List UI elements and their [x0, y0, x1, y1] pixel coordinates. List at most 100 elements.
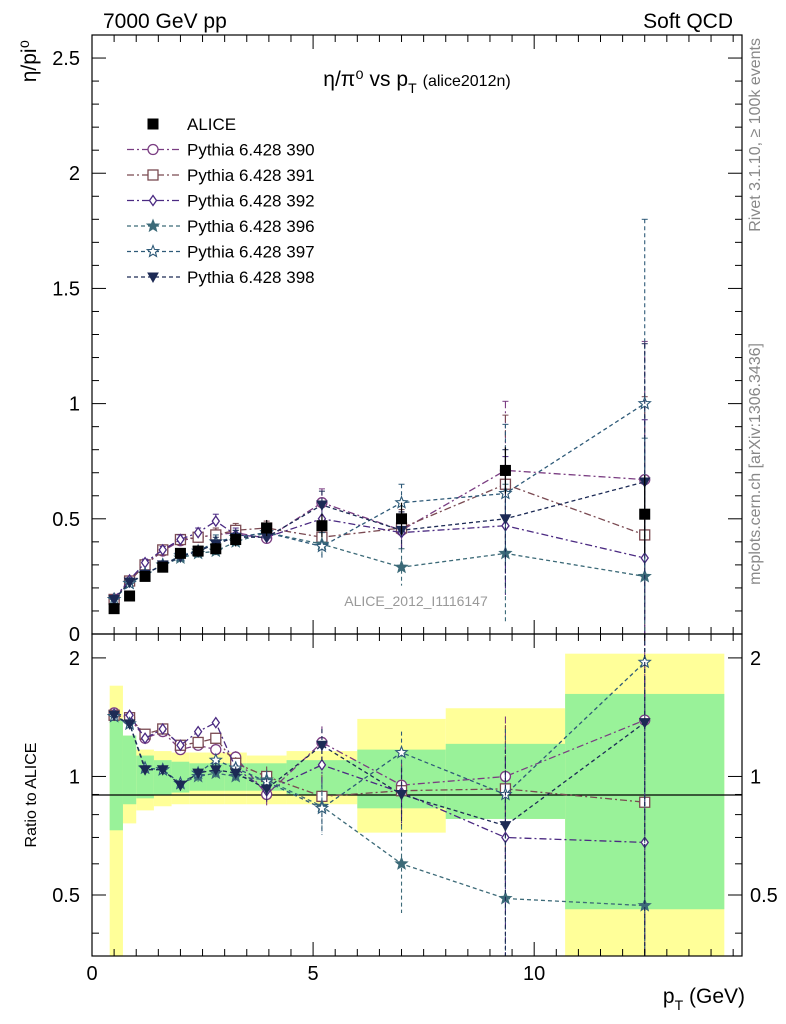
ratio-ticks: 0 5 10 0.5 0.5 1 1 2 2 [52, 634, 778, 985]
legend-marker [148, 194, 158, 207]
ratio-point [158, 722, 168, 736]
header-left: 7000 GeV pp [103, 10, 227, 33]
main-point [394, 559, 409, 574]
legend-label: Pythia 6.428 397 [187, 243, 315, 262]
legend-label: Pythia 6.428 390 [187, 141, 315, 160]
data-point [108, 603, 120, 615]
main-point [499, 514, 512, 525]
ratio-point [192, 768, 204, 780]
legend-marker [147, 272, 159, 284]
main-point [176, 533, 185, 546]
legend-item-3: Pythia 6.428 396 [127, 217, 315, 236]
legend-item-5: Pythia 6.428 398 [127, 268, 315, 287]
data-point [499, 464, 511, 476]
main-point [108, 594, 120, 606]
ratio-series-layer [106, 634, 652, 956]
ratio-point [260, 784, 273, 795]
ratio-xlabel-unit: (GeV) [683, 985, 745, 1008]
ratio-xlabel: pT (GeV) [663, 985, 745, 1013]
data-point [261, 522, 273, 534]
legend-label: ALICE [187, 115, 236, 134]
ratio-ytick-label: 2 [69, 648, 80, 670]
main-ticks: 0 0.5 1 1.5 2 2.5 [52, 34, 742, 646]
main-point [314, 538, 330, 553]
legend-label: Pythia 6.428 392 [187, 192, 315, 211]
ratio-ytick-label-right: 0.5 [750, 885, 778, 907]
main-series-0 [108, 340, 651, 618]
main-point [316, 500, 328, 512]
legend-marker [147, 118, 159, 130]
ratio-point [229, 768, 242, 780]
main-point [123, 577, 136, 589]
main-point [158, 543, 168, 557]
main-series-layer [106, 218, 652, 634]
ratio-xtick-label: 10 [523, 963, 545, 985]
ratio-point [314, 800, 330, 815]
side-label-top: Rivet 3.1.10, ≥ 100k events [747, 38, 764, 232]
ratio-point [394, 856, 409, 870]
legend-marker [147, 169, 159, 181]
main-ytick-label: 2 [69, 163, 80, 185]
legend-item-4: Pythia 6.428 397 [127, 243, 315, 262]
ratio-point [108, 710, 120, 722]
ratio-point [394, 745, 409, 759]
main-ytick-label: 2.5 [52, 48, 80, 70]
ratio-ytick-label: 1 [69, 766, 80, 788]
side-label-bottom: mcplots.cern.ch [arXiv:1306.3436] [747, 343, 764, 585]
main-title-sub: T [408, 80, 417, 96]
main-title: η/π⁰ vs pT (alice2012n) [323, 68, 510, 96]
data-point [157, 561, 169, 573]
ratio-point [123, 719, 136, 730]
ratio-point [316, 740, 328, 752]
ratio-point [499, 821, 512, 832]
legend-item-0: Pythia 6.428 390 [127, 141, 315, 160]
data-point [316, 520, 328, 532]
legend-label: Pythia 6.428 391 [187, 166, 315, 185]
ratio-series-5 [108, 634, 651, 956]
main-ylabel: η/pi⁰ [18, 40, 41, 82]
ratio-frame [91, 633, 743, 957]
ratio-point [210, 732, 222, 744]
main-series-line [113, 403, 646, 600]
ratio-point [209, 765, 222, 776]
ratio-point [211, 716, 221, 729]
ratio-point [395, 789, 408, 801]
legend-marker [145, 243, 161, 258]
ratio-ytick-label: 0.5 [52, 885, 80, 907]
header-right: Soft QCD [643, 10, 733, 33]
legend-label: Pythia 6.428 396 [187, 217, 315, 236]
ratio-band-stat [122, 735, 137, 805]
main-ytick-label: 1 [69, 394, 80, 416]
ratio-xtick-label: 0 [86, 963, 97, 985]
ratio-band-stat [109, 718, 123, 831]
ratio-point [638, 718, 651, 729]
main-ytick-label: 0.5 [52, 509, 80, 531]
ratio-point [208, 752, 223, 767]
data-point [396, 513, 408, 525]
ratio-point [317, 758, 327, 772]
data-point [174, 547, 186, 559]
main-title-text: η/π⁰ vs p [323, 68, 408, 91]
data-point [210, 543, 222, 555]
main-ytick-label: 1.5 [52, 278, 80, 300]
data-point [124, 590, 136, 602]
ratio-point [156, 765, 169, 776]
ratio-point [176, 739, 185, 752]
ratio-point [193, 725, 203, 738]
legend-marker [147, 143, 159, 156]
ratio-xtick-label: 5 [308, 963, 319, 985]
main-point [211, 514, 221, 528]
main-point [193, 526, 203, 539]
ratio-point [139, 765, 151, 776]
ratio-point [174, 780, 187, 792]
watermark: ALICE_2012_I1116147 [344, 593, 488, 609]
main-panel: 0 0.5 1 1.5 2 2.5 ALICE_2012_I1116147 η/π⁰ vs… [18, 34, 743, 646]
main-title-tag: (alice2012n) [423, 73, 511, 90]
legend-item-2: Pythia 6.428 392 [127, 192, 315, 211]
main-series-5 [108, 343, 651, 621]
ratio-xlabel-sub: T [675, 997, 684, 1013]
legend: ALICE Pythia 6.428 390 Pythia 6.428 391 Pyt… [127, 115, 315, 287]
ratio-point [192, 736, 204, 749]
data-point [230, 534, 242, 546]
ratio-ylabel: Ratio to ALICE [23, 743, 40, 848]
